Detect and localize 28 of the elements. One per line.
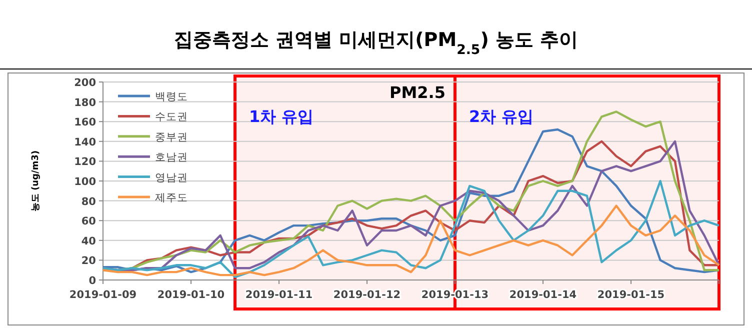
y-tick-label: 120 xyxy=(74,156,96,168)
y-axis-title: 농도 (ug/m3) xyxy=(31,150,41,212)
legend-label: 중부권 xyxy=(155,131,188,144)
chart-title: 집중측정소 권역별 미세먼지(PM$_{2.5}$) 농도 추이 xyxy=(174,29,578,58)
legend-label: 영남권 xyxy=(155,172,188,184)
band-label: 1차 유입 xyxy=(249,107,314,126)
y-tick-label: 100 xyxy=(74,176,96,188)
y-tick-label: 0 xyxy=(88,275,96,287)
legend-label: 제주도 xyxy=(155,192,188,204)
x-tick-label: 2019-01-09 xyxy=(69,289,137,301)
x-tick-label: 2019-01-12 xyxy=(333,289,401,301)
y-tick-label: 80 xyxy=(81,196,96,208)
x-tick-label: 2019-01-15 xyxy=(597,289,665,301)
y-tick-label: 140 xyxy=(74,136,96,148)
x-tick-label: 2019-01-10 xyxy=(157,289,225,301)
y-tick-label: 180 xyxy=(74,96,96,109)
x-tick-label: 2019-01-14 xyxy=(509,289,577,301)
y-tick-label: 40 xyxy=(81,235,96,248)
y-tick-label: 60 xyxy=(81,216,96,228)
legend-label: 호남권 xyxy=(155,152,188,164)
legend-label: 수도권 xyxy=(155,111,188,124)
y-tick-label: 200 xyxy=(74,77,96,89)
band-label: 2차 유입 xyxy=(469,107,534,126)
y-tick-label: 20 xyxy=(81,255,96,268)
y-tick-label: 160 xyxy=(74,116,96,129)
annotation: PM2.5 xyxy=(390,83,446,102)
legend-label: 백령도 xyxy=(155,91,188,103)
x-tick-label: 2019-01-11 xyxy=(245,289,313,301)
